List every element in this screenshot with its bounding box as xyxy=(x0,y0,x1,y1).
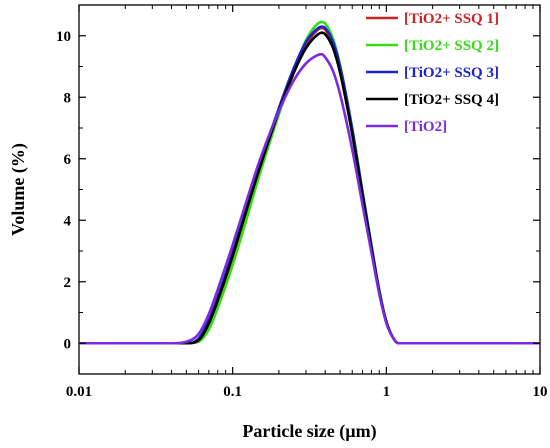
x-axis-title: Particle size (µm) xyxy=(242,421,376,442)
y-tick-label: 4 xyxy=(64,213,72,229)
y-tick-label: 2 xyxy=(64,275,72,291)
x-tick-label: 0.01 xyxy=(66,384,92,400)
legend-label-3: [TiO2+ SSQ 3] xyxy=(404,65,499,81)
y-tick-label: 0 xyxy=(64,336,72,352)
legend-label-2: [TiO2+ SSQ 2] xyxy=(404,38,499,54)
y-tick-label: 8 xyxy=(64,90,72,106)
y-axis-title: Volume (%) xyxy=(8,143,29,236)
legend-label-1: [TiO2+ SSQ 1] xyxy=(404,11,499,27)
x-tick-label: 0.1 xyxy=(223,384,242,400)
y-tick-label: 6 xyxy=(64,152,72,168)
legend-label-5: [TiO2] xyxy=(404,119,447,135)
series-line-5 xyxy=(79,52,540,345)
x-tick-label: 1 xyxy=(383,384,391,400)
legend-label-4: [TiO2+ SSQ 4] xyxy=(404,92,499,108)
x-tick-label: 10 xyxy=(533,384,548,400)
y-tick-label: 10 xyxy=(56,29,71,45)
